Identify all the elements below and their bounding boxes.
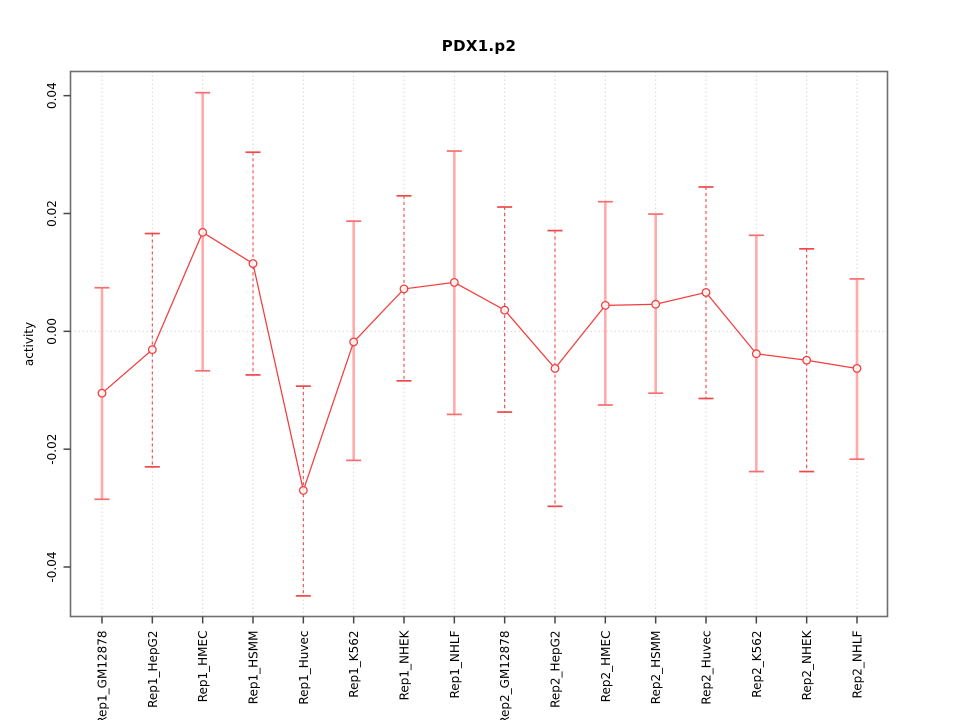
data-point	[701, 287, 711, 297]
x-tick-label: Rep1_K562	[347, 631, 361, 698]
data-point	[298, 485, 308, 495]
data-point	[399, 284, 409, 294]
data-point	[349, 337, 359, 347]
data-point	[852, 364, 862, 373]
x-tick-label: Rep2_K562	[750, 631, 764, 698]
x-tick-label: Rep2_NHLF	[851, 630, 865, 698]
x-tick-label: Rep2_HMEC	[599, 631, 613, 703]
x-tick-label: Rep1_Huvec	[297, 631, 311, 705]
data-point	[97, 388, 107, 398]
data-point	[802, 355, 812, 365]
data-point	[500, 305, 510, 315]
data-point	[449, 277, 459, 287]
y-tick-label: 0.02	[45, 200, 59, 227]
x-tick-label: Rep1_HepG2	[146, 631, 160, 708]
chart-title: PDX1.p2	[441, 37, 517, 55]
x-tick-label: Rep2_GM12878	[498, 631, 512, 720]
data-point	[198, 227, 208, 237]
data-point	[147, 345, 157, 355]
x-tick-label: Rep1_HSMM	[247, 631, 261, 705]
data-point	[651, 299, 661, 309]
data-point	[751, 349, 761, 359]
data-point	[600, 300, 610, 310]
y-tick-label: -0.04	[45, 551, 59, 582]
x-tick-label: Rep2_Huvec	[700, 631, 714, 705]
y-tick-label: -0.02	[45, 434, 59, 465]
data-point	[248, 259, 258, 269]
x-tick-label: Rep1_HMEC	[196, 631, 210, 703]
y-tick-label: 0.04	[45, 82, 59, 109]
x-tick-label: Rep2_HSMM	[649, 631, 663, 705]
data-point	[550, 364, 560, 373]
plot-box	[69, 70, 889, 618]
x-tick-label: Rep1_NHEK	[398, 629, 412, 700]
x-tick-label: Rep1_GM12878	[96, 631, 110, 720]
x-tick-label: Rep1_NHLF	[448, 630, 462, 698]
x-tick-label: Rep2_NHEK	[800, 629, 814, 700]
x-tick-label: Rep2_HepG2	[549, 631, 563, 708]
series-line	[101, 231, 858, 493]
y-tick-label: 0.00	[45, 318, 59, 345]
